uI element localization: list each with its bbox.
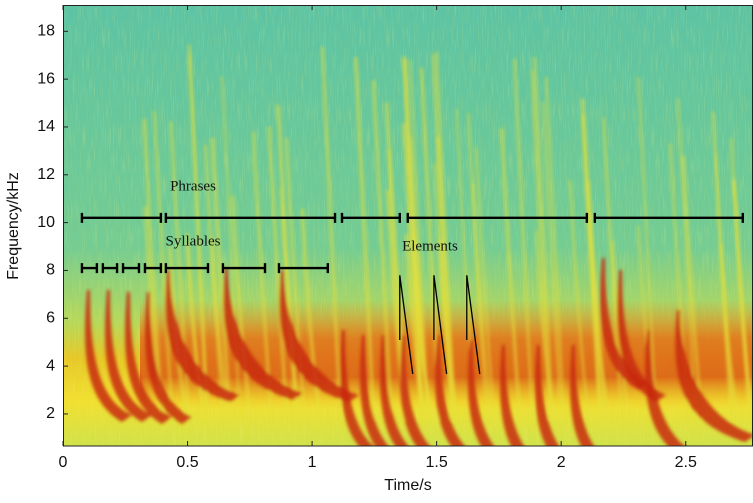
y-tick-label: 18 xyxy=(37,23,55,40)
annotation-segment xyxy=(340,212,401,223)
element-outline xyxy=(433,275,448,375)
annotation-segment xyxy=(143,263,163,274)
y-tick-label: 8 xyxy=(46,262,55,279)
y-tick-label: 14 xyxy=(37,118,55,135)
x-tick-label: 2.5 xyxy=(675,454,697,471)
annotation-label: Phrases xyxy=(170,178,216,194)
y-tick-label: 10 xyxy=(37,214,55,231)
y-tick-label: 2 xyxy=(46,405,55,422)
x-tick-label: 0 xyxy=(59,454,68,471)
y-tick-label: 4 xyxy=(46,357,55,374)
annotation-segment xyxy=(406,212,589,223)
x-tick-label: 1.5 xyxy=(426,454,448,471)
annotation-segment xyxy=(80,263,99,274)
y-tick-label: 16 xyxy=(37,70,55,87)
annotation-label: Elements xyxy=(402,238,458,254)
x-tick-label: 1 xyxy=(308,454,317,471)
element-outline xyxy=(466,275,481,375)
x-tick-label: 2 xyxy=(557,454,566,471)
annotation-segment xyxy=(221,263,267,274)
annotation-segment xyxy=(80,212,163,223)
element-outline xyxy=(399,275,414,375)
x-tick-label: 0.5 xyxy=(176,454,198,471)
annotation-segment xyxy=(121,263,141,274)
y-tick-label: 6 xyxy=(46,310,55,327)
y-axis-label: Frequency/kHz xyxy=(5,172,22,280)
spectrogram-image xyxy=(63,5,753,446)
annotation-segment xyxy=(277,263,329,274)
annotation-segment xyxy=(101,263,119,274)
annotation-segment xyxy=(164,212,337,223)
x-axis-label: Time/s xyxy=(384,477,431,494)
annotation-segment xyxy=(593,212,744,223)
annotation-segment xyxy=(164,263,210,274)
y-tick-label: 12 xyxy=(37,166,55,183)
annotation-label: Syllables xyxy=(166,233,221,249)
